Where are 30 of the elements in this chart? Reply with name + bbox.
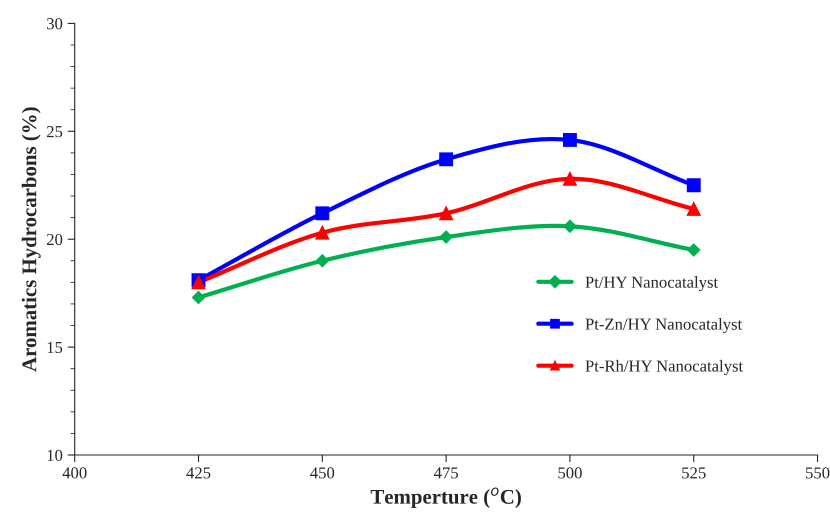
x-tick-label: 500 — [558, 467, 582, 479]
point — [562, 172, 577, 186]
point — [686, 202, 701, 216]
x-axis-title: Temperture ($^{o}$C) — [370, 487, 521, 508]
point — [439, 152, 454, 166]
point — [439, 206, 454, 220]
y-axis-title: Aromatics Hydrocarbons (%) — [22, 107, 41, 372]
legend-label: Pt-Zn/HY Nanocatalyst — [585, 318, 742, 334]
point — [440, 230, 453, 244]
y-tick-label: 15 — [48, 342, 62, 354]
x-tick-label: 550 — [806, 467, 830, 479]
point — [562, 132, 577, 147]
point — [315, 226, 330, 240]
point — [316, 254, 329, 268]
x-tick-label: 525 — [682, 467, 706, 479]
legend-label: Pt/HY Nanocatalyst — [585, 276, 718, 292]
y-tick-label: 20 — [46, 234, 62, 246]
point — [315, 206, 330, 220]
point — [563, 220, 577, 233]
point — [687, 243, 700, 257]
point — [192, 290, 206, 304]
legend-label: Pt-Rh/HY Nanocatalyst — [585, 360, 744, 376]
x-tick-label: 450 — [310, 467, 334, 479]
x-tick-label: 425 — [186, 467, 210, 479]
y-tick-label: 30 — [47, 18, 62, 30]
x-tick-label: 475 — [434, 467, 458, 479]
x-tick-label: 400 — [62, 467, 87, 479]
y-tick-label: 25 — [46, 126, 62, 138]
y-tick-label: 10 — [48, 450, 62, 461]
point — [686, 178, 701, 192]
